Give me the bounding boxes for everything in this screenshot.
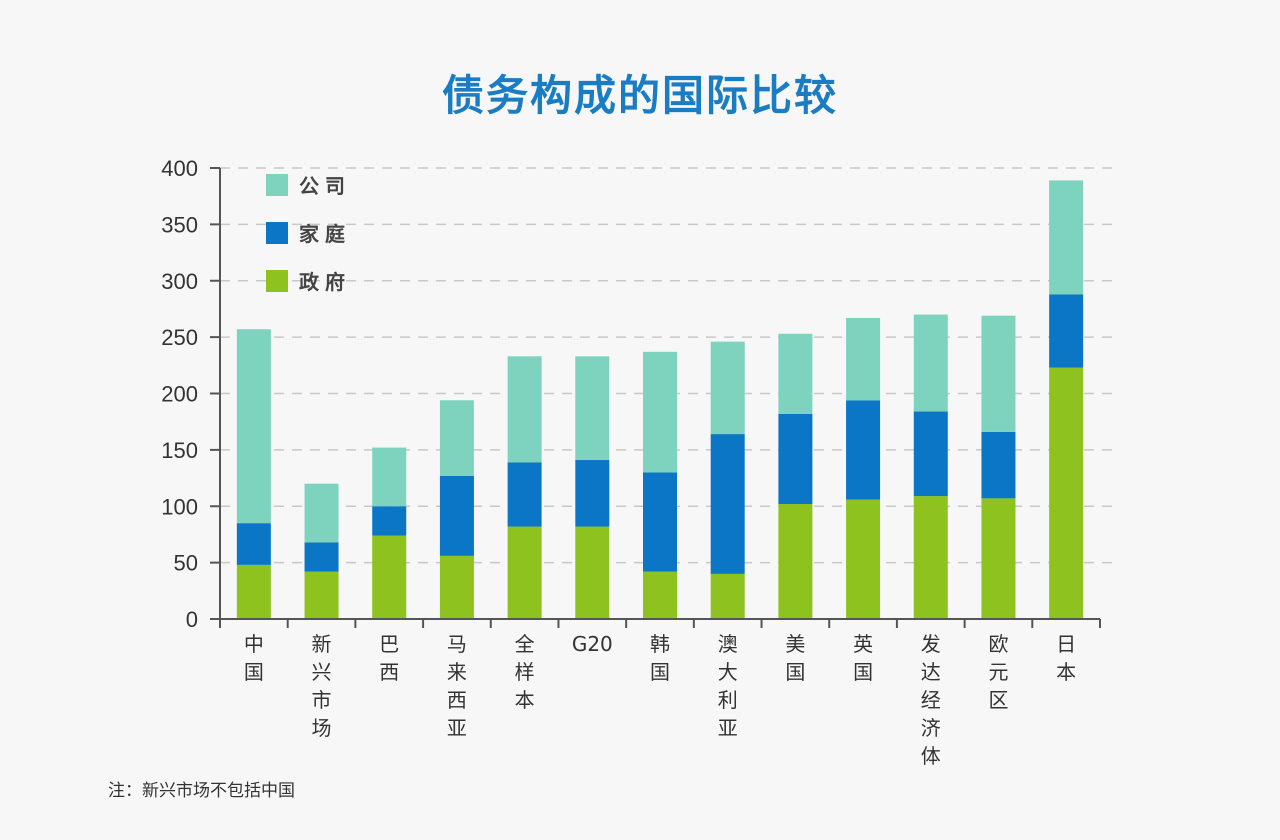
bar-政府 bbox=[372, 535, 407, 619]
bar-家庭 bbox=[439, 475, 474, 556]
bar-家庭 bbox=[236, 523, 271, 565]
y-tick-label: 400 bbox=[161, 156, 198, 181]
bar-公司 bbox=[981, 315, 1016, 432]
bar-家庭 bbox=[710, 434, 745, 574]
x-tick-label: 美国 bbox=[785, 632, 805, 684]
bar-公司 bbox=[846, 317, 881, 401]
y-tick-label: 300 bbox=[161, 269, 198, 294]
bar-公司 bbox=[1049, 180, 1084, 295]
bar-公司 bbox=[372, 447, 407, 507]
chart-note: 注：新兴市场不包括中国 bbox=[108, 781, 295, 801]
bar-家庭 bbox=[846, 400, 881, 500]
x-tick-label: 马来西亚 bbox=[447, 632, 467, 740]
x-tick-label: G20 bbox=[572, 632, 613, 656]
bar-家庭 bbox=[913, 411, 948, 497]
y-tick-label: 0 bbox=[186, 607, 198, 632]
x-tick-label: 韩国 bbox=[650, 632, 670, 684]
x-tick-label: 欧元区 bbox=[988, 632, 1008, 712]
x-tick-label: 英国 bbox=[853, 632, 873, 684]
bar-公司 bbox=[575, 356, 610, 461]
bar-政府 bbox=[236, 564, 271, 619]
bar-公司 bbox=[643, 351, 677, 473]
bar-政府 bbox=[981, 498, 1016, 619]
x-tick-label: 澳大利亚 bbox=[718, 632, 738, 740]
bar-政府 bbox=[439, 555, 474, 619]
bar-公司 bbox=[507, 356, 542, 463]
x-tick-label: 日本 bbox=[1056, 632, 1076, 684]
bar-家庭 bbox=[507, 462, 542, 527]
y-tick-label: 150 bbox=[161, 438, 198, 463]
x-tick-label: 中国 bbox=[244, 632, 264, 684]
y-tick-label: 100 bbox=[161, 494, 198, 519]
bar-公司 bbox=[236, 329, 271, 524]
bar-公司 bbox=[439, 400, 474, 476]
bar-家庭 bbox=[981, 431, 1016, 499]
bar-公司 bbox=[778, 333, 813, 414]
y-tick-label: 200 bbox=[161, 382, 198, 407]
bar-家庭 bbox=[778, 413, 813, 504]
bar-公司 bbox=[913, 314, 948, 412]
bar-家庭 bbox=[304, 542, 339, 572]
bar-政府 bbox=[304, 571, 339, 619]
x-tick-label: 巴西 bbox=[379, 632, 399, 684]
bar-家庭 bbox=[372, 506, 407, 536]
bar-政府 bbox=[846, 499, 881, 619]
x-tick-label: 全样本 bbox=[515, 632, 535, 712]
legend-label: 公司 bbox=[299, 174, 351, 198]
legend-swatch bbox=[266, 270, 288, 292]
legend-swatch bbox=[266, 174, 288, 196]
x-tick-label: 新兴市场 bbox=[312, 632, 332, 740]
bar-公司 bbox=[304, 483, 339, 543]
bar-政府 bbox=[575, 526, 610, 619]
bar-政府 bbox=[507, 526, 542, 619]
chart-title: 债务构成的国际比较 bbox=[441, 71, 838, 120]
legend-label: 政府 bbox=[299, 270, 351, 294]
legend-swatch bbox=[266, 222, 288, 244]
bar-家庭 bbox=[1049, 294, 1084, 368]
y-tick-label: 350 bbox=[161, 212, 198, 237]
bar-政府 bbox=[710, 573, 745, 619]
bar-家庭 bbox=[575, 460, 610, 527]
bar-政府 bbox=[1049, 367, 1084, 619]
bar-政府 bbox=[778, 503, 813, 619]
x-tick-label: 发达经济体 bbox=[921, 632, 941, 768]
y-tick-label: 250 bbox=[161, 325, 198, 350]
bar-公司 bbox=[710, 341, 745, 435]
bar-政府 bbox=[913, 496, 948, 619]
bar-政府 bbox=[643, 571, 677, 619]
bar-家庭 bbox=[643, 472, 677, 572]
legend-label: 家庭 bbox=[299, 222, 351, 246]
y-tick-label: 50 bbox=[174, 551, 198, 576]
